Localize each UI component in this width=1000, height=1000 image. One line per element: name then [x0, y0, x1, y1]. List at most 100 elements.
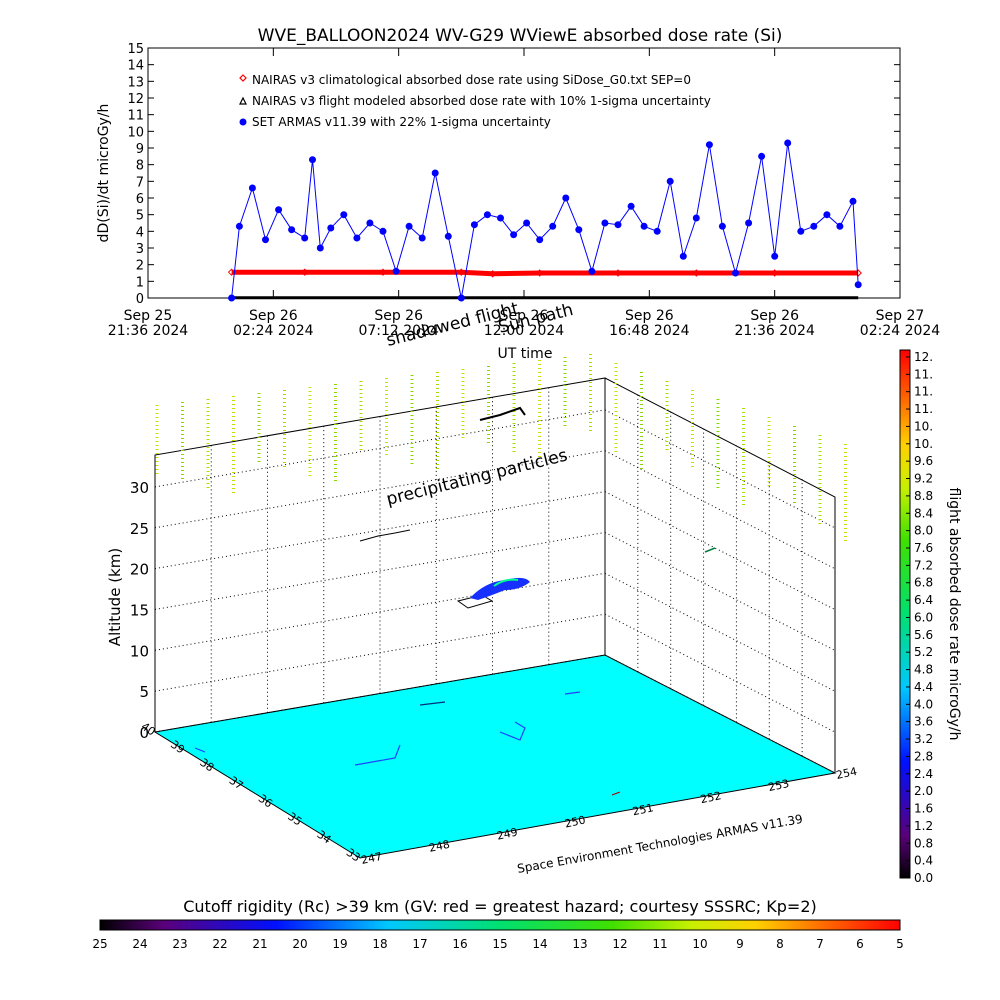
dose-colorbar-label: flight absorbed dose rate microGy/h — [946, 488, 962, 741]
armas-data-point — [431, 169, 439, 177]
armas-data-point — [366, 219, 374, 227]
rc-tick-label: 24 — [132, 937, 147, 951]
chart-title: WVE_BALLOON2024 WV-G29 WViewE absorbed d… — [258, 26, 783, 46]
legend-entry-armas: SET ARMAS v11.39 with 22% 1-sigma uncert… — [252, 115, 551, 129]
nairas-clim-point — [614, 269, 622, 277]
armas-data-point — [457, 294, 465, 302]
armas-data-point — [470, 221, 478, 229]
dose-tick-label: 9.2 — [914, 472, 933, 486]
dose-tick-label: 2.0 — [914, 784, 933, 798]
nairas-clim-point — [227, 268, 236, 276]
dose-tick-label: 2.8 — [914, 749, 933, 763]
armas-data-point — [784, 139, 792, 147]
nairas-clim-point — [488, 270, 497, 278]
dose-tick-label: 10. — [914, 437, 933, 451]
rc-tick-label: 5 — [896, 937, 904, 951]
armas-data-point — [653, 227, 661, 235]
armas-data-point — [854, 281, 862, 289]
longitude-axis: 247 248 249 250 251 252 253 254 — [360, 765, 858, 867]
rc-tick-label: 9 — [736, 937, 744, 951]
armas-data-point — [849, 197, 857, 205]
armas-data-point — [405, 222, 413, 230]
dose-tick-label: 11. — [914, 367, 933, 381]
rc-tick-label: 16 — [452, 937, 467, 951]
y-tick-label: 8 — [136, 159, 144, 174]
longitude-tick-label: 250 — [563, 813, 586, 830]
rc-tick-label: 15 — [492, 937, 507, 951]
x-tick-label-time: 07:12 2024 — [358, 323, 439, 339]
x-tick-label-date: Sep 26 — [625, 308, 674, 324]
longitude-tick-label: 254 — [835, 765, 858, 782]
rc-tick-label: 6 — [856, 937, 864, 951]
armas-data-point — [536, 236, 544, 244]
top-legend: NAIRAS v3 climatological absorbed dose r… — [239, 73, 711, 129]
rc-tick-label: 23 — [172, 937, 187, 951]
armas-data-point — [228, 294, 236, 302]
floor-contours — [194, 691, 621, 796]
armas-data-point — [836, 222, 844, 230]
armas-data-point — [614, 221, 622, 229]
armas-data-point — [418, 234, 426, 242]
nairas-clim-point — [300, 268, 309, 276]
dose-tick-label: 3.6 — [914, 715, 933, 729]
armas-data-point — [549, 222, 557, 230]
y-tick-label: 7 — [136, 175, 144, 190]
rc-tick-label: 10 — [692, 937, 707, 951]
altitude-tick-label: 20 — [130, 561, 149, 579]
dose-tick-label: 0.0 — [914, 871, 933, 885]
dose-tick-label: 3.2 — [914, 732, 933, 746]
rc-tick-label: 18 — [372, 937, 387, 951]
dose-tick-label: 2.4 — [914, 767, 933, 781]
armas-data-point — [758, 152, 766, 160]
rc-colorbar-ticks: 25 24 23 22 21 20 19 18 17 16 15 14 13 12 11 10 9 8 7 6 5 — [92, 937, 903, 951]
top-x-axis-label: UT time — [498, 346, 553, 362]
armas-data-point — [810, 222, 818, 230]
altitude-gridlines — [154, 387, 836, 774]
dose-colorbar — [899, 349, 911, 879]
rc-tick-label: 12 — [612, 937, 627, 951]
nairas-clim-line — [231, 269, 859, 277]
armas-data-point — [275, 206, 283, 214]
top-series-group — [227, 139, 862, 302]
nairas-clim-point — [770, 269, 779, 277]
x-tick-label-time: 12:00 2024 — [484, 323, 565, 339]
dose-tick-label: 1.2 — [914, 819, 933, 833]
longitude-tick-label: 248 — [428, 838, 451, 855]
armas-data-point — [627, 202, 635, 210]
armas-data-point — [640, 222, 648, 230]
x-tick-label-time: 02:24 2024 — [860, 323, 941, 339]
y-tick-label: 11 — [127, 109, 144, 124]
armas-data-point — [444, 232, 452, 240]
y-tick-label: 2 — [136, 259, 144, 274]
altitude-gridline-right — [604, 491, 836, 611]
armas-data-point — [497, 214, 504, 222]
dose-tick-label: 5.2 — [914, 645, 933, 659]
legend-diamond-icon — [239, 74, 247, 82]
rc-tick-label: 13 — [572, 937, 587, 951]
armas-data-point — [666, 177, 674, 185]
dose-tick-label: 6.8 — [914, 576, 933, 590]
y-tick-label: 4 — [136, 225, 144, 240]
nairas-clim-point — [692, 269, 701, 277]
rc-colorbar-title: Cutoff rigidity (Rc) >39 km (GV: red = g… — [183, 897, 817, 916]
longitude-tick-label: 249 — [496, 826, 519, 843]
back-wall-right-edge — [604, 377, 836, 773]
x-tick-label-date: Sep 27 — [876, 308, 925, 324]
dose-tick-label: 4.4 — [914, 680, 933, 694]
altitude-gridline-right — [604, 532, 836, 651]
dose-tick-label: 11. — [914, 402, 933, 416]
nairas-clim-point — [535, 269, 544, 277]
rc-tick-label: 19 — [332, 937, 347, 951]
altitude-3d-panel: precipitating particles — [153, 354, 847, 859]
dose-tick-label: 4.0 — [914, 697, 933, 711]
y-tick-label: 9 — [136, 142, 144, 157]
rc-tick-label: 14 — [532, 937, 547, 951]
dose-tick-label: 5.6 — [914, 628, 933, 642]
dose-tick-label: 12. — [914, 350, 933, 364]
dose-tick-label: 9.6 — [914, 454, 933, 468]
y-tick-label: 3 — [136, 242, 144, 257]
armas-data-point — [575, 226, 583, 234]
armas-data-point — [510, 231, 518, 239]
